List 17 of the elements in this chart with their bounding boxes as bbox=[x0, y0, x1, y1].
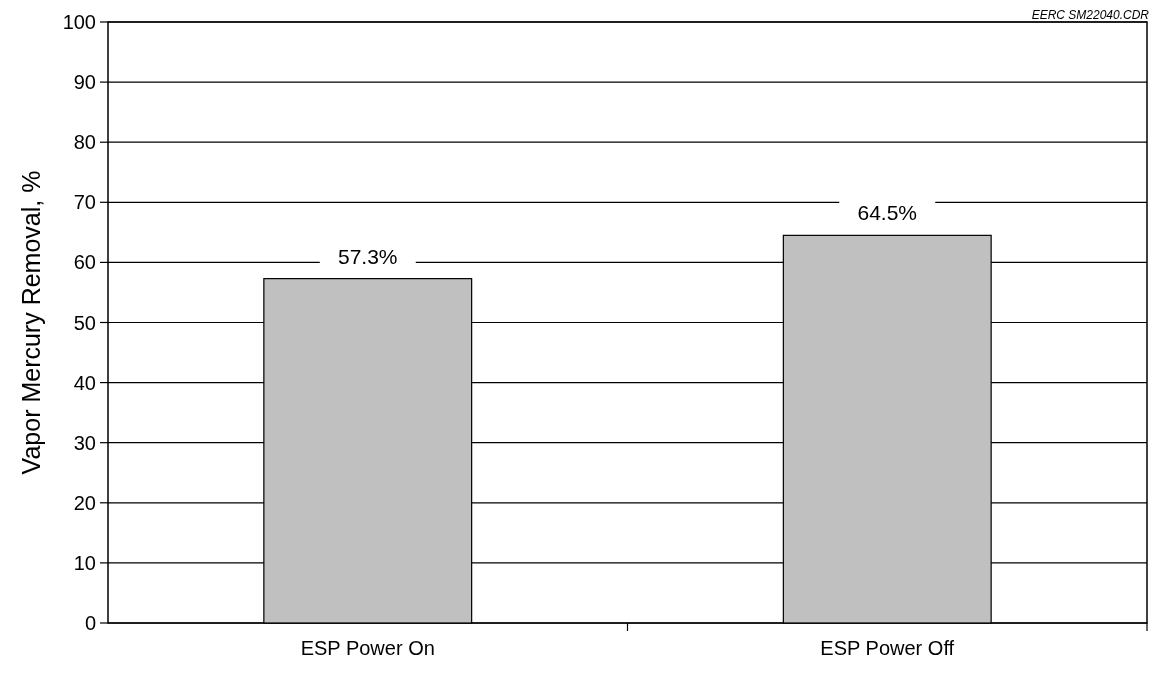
y-tick-label: 30 bbox=[73, 431, 96, 454]
annotation: EERC SM22040.CDR bbox=[1031, 8, 1150, 22]
y-tick-label: 50 bbox=[73, 311, 96, 334]
y-tick-label: 70 bbox=[73, 191, 96, 214]
data-label: 57.3% bbox=[337, 244, 398, 268]
x-tick-label: ESP Power Off bbox=[820, 637, 955, 659]
x-tick-label: ESP Power On bbox=[300, 637, 435, 659]
y-tick-label: 10 bbox=[73, 551, 96, 574]
y-axis-title: Vapor Mercury Removal, % bbox=[17, 170, 45, 475]
y-tick-label: 0 bbox=[84, 612, 96, 634]
y-tick-label: 20 bbox=[73, 491, 96, 514]
y-tick-label: 40 bbox=[73, 371, 96, 394]
y-tick-label: 90 bbox=[73, 71, 96, 94]
y-tick-label: 100 bbox=[62, 11, 96, 33]
data-label: 64.5% bbox=[857, 201, 918, 225]
y-tick-label: 80 bbox=[73, 131, 96, 154]
y-tick-label: 60 bbox=[73, 251, 96, 274]
